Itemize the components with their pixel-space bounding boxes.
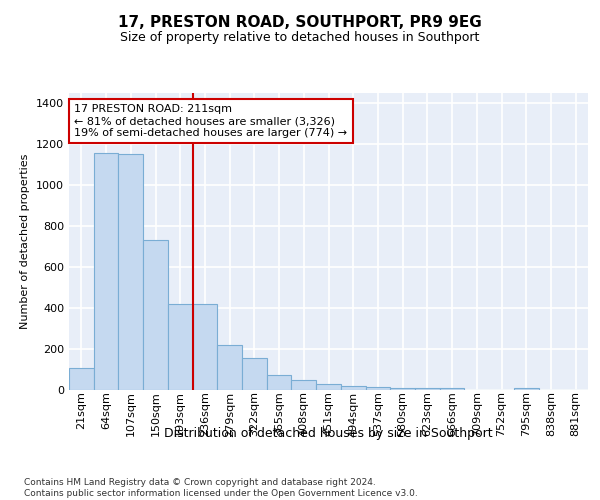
Bar xyxy=(69,368,94,390)
Bar xyxy=(390,388,415,390)
Bar xyxy=(440,388,464,390)
Bar xyxy=(365,387,390,390)
Text: Size of property relative to detached houses in Southport: Size of property relative to detached ho… xyxy=(121,31,479,44)
Bar xyxy=(267,374,292,390)
Bar xyxy=(94,153,118,390)
Bar xyxy=(118,154,143,390)
Bar xyxy=(242,358,267,390)
Text: Distribution of detached houses by size in Southport: Distribution of detached houses by size … xyxy=(164,428,493,440)
Bar xyxy=(193,304,217,390)
Bar xyxy=(217,345,242,390)
Bar xyxy=(415,388,440,390)
Text: Contains HM Land Registry data © Crown copyright and database right 2024.
Contai: Contains HM Land Registry data © Crown c… xyxy=(24,478,418,498)
Y-axis label: Number of detached properties: Number of detached properties xyxy=(20,154,31,329)
Bar xyxy=(316,384,341,390)
Bar xyxy=(514,388,539,390)
Bar xyxy=(168,304,193,390)
Text: 17 PRESTON ROAD: 211sqm
← 81% of detached houses are smaller (3,326)
19% of semi: 17 PRESTON ROAD: 211sqm ← 81% of detache… xyxy=(74,104,347,138)
Bar xyxy=(292,380,316,390)
Bar xyxy=(341,386,365,390)
Text: 17, PRESTON ROAD, SOUTHPORT, PR9 9EG: 17, PRESTON ROAD, SOUTHPORT, PR9 9EG xyxy=(118,15,482,30)
Bar xyxy=(143,240,168,390)
